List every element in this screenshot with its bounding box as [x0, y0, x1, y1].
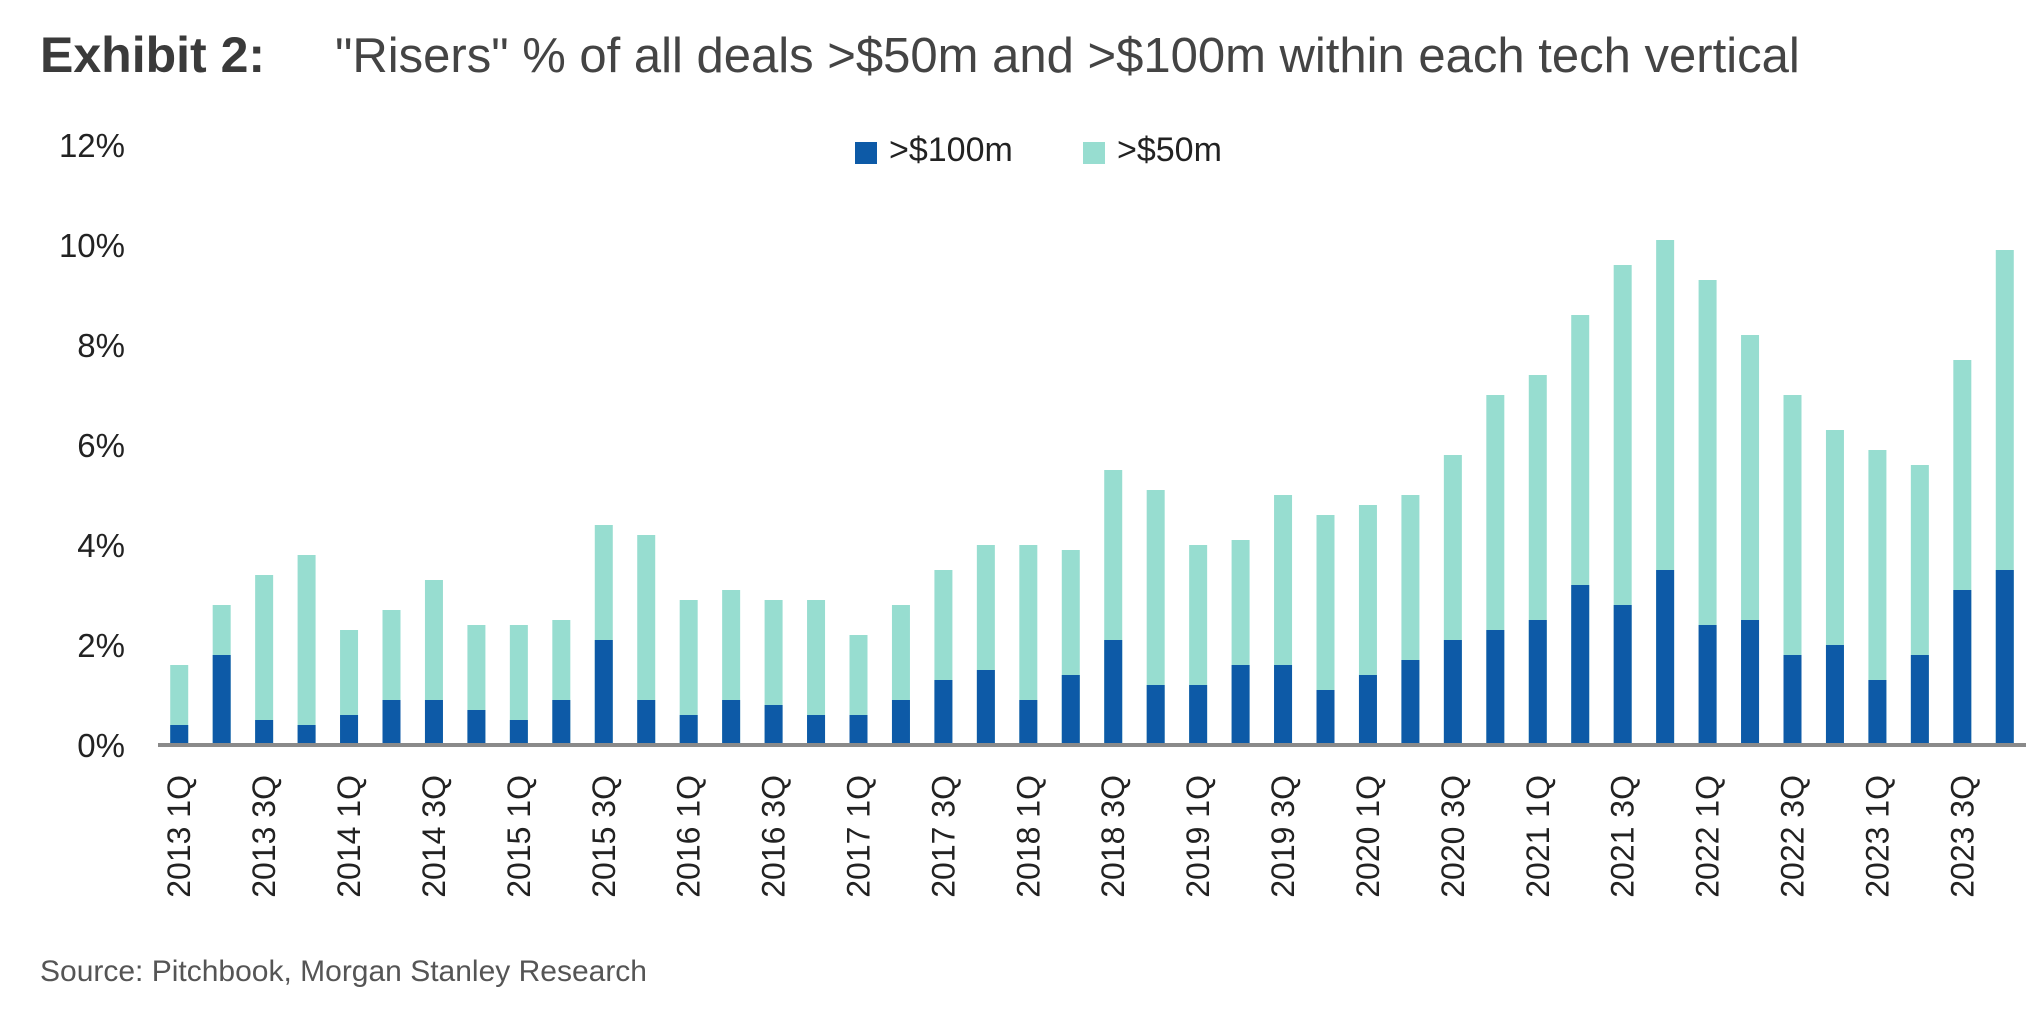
bar-100m [340, 715, 359, 745]
x-tick-label: 2014 1Q [331, 775, 367, 898]
legend-swatch-100m [855, 142, 877, 164]
bar-100m [1995, 570, 2014, 745]
bar-100m [1019, 700, 1038, 745]
x-tick-label: 2020 1Q [1350, 775, 1386, 898]
bar-100m [934, 680, 953, 745]
bar-50m [297, 555, 316, 745]
bar-100m [1571, 585, 1590, 745]
bar-100m [1443, 640, 1462, 745]
bar-100m [1528, 620, 1547, 745]
bar-100m [1486, 630, 1505, 745]
x-tick-label: 2020 3Q [1435, 775, 1471, 898]
bar-100m [1613, 605, 1632, 745]
x-tick-label: 2023 3Q [1944, 775, 1980, 898]
x-tick-label: 2021 3Q [1605, 775, 1641, 898]
bar-100m [1868, 680, 1887, 745]
bar-100m [976, 670, 995, 745]
bar-100m [764, 705, 783, 745]
bar-100m [637, 700, 656, 745]
bar-100m [509, 720, 528, 745]
bar-100m [552, 700, 571, 745]
bar-100m [1231, 665, 1250, 745]
x-tick-label: 2019 1Q [1180, 775, 1216, 898]
bar-100m [1358, 675, 1377, 745]
legend-label-50m: >$50m [1117, 131, 1222, 169]
x-tick-label: 2016 3Q [756, 775, 792, 898]
bar-100m [1061, 675, 1080, 745]
bar-100m [297, 725, 316, 745]
bar-100m [1274, 665, 1293, 745]
x-tick-label: 2013 1Q [161, 775, 197, 898]
bar-100m [424, 700, 443, 745]
x-tick-label: 2022 3Q [1775, 775, 1811, 898]
y-tick-label: 2% [77, 627, 125, 664]
bar-50m [679, 600, 698, 745]
bar-100m [891, 700, 910, 745]
x-tick-label: 2015 3Q [586, 775, 622, 898]
y-tick-label: 12% [59, 127, 125, 164]
source-note: Source: Pitchbook, Morgan Stanley Resear… [40, 955, 647, 988]
x-tick-label: 2021 1Q [1520, 775, 1556, 898]
x-tick-label: 2015 1Q [501, 775, 537, 898]
x-tick-label: 2017 1Q [841, 775, 877, 898]
bar-100m [807, 715, 826, 745]
chart-title: "Risers" % of all deals >$50m and >$100m… [335, 29, 1800, 83]
x-tick-label: 2022 1Q [1690, 775, 1726, 898]
bar-100m [1698, 625, 1717, 745]
legend-swatch-50m [1083, 142, 1105, 164]
bar-50m [1019, 545, 1038, 745]
bar-100m [170, 725, 189, 745]
bar-100m [1910, 655, 1929, 745]
bar-100m [255, 720, 274, 745]
y-tick-label: 4% [77, 527, 125, 564]
x-tick-label: 2014 3Q [416, 775, 452, 898]
bar-100m [382, 700, 401, 745]
x-tick-label: 2013 3Q [246, 775, 282, 898]
x-tick-label: 2023 1Q [1859, 775, 1895, 898]
bar-100m [1401, 660, 1420, 745]
bar-50m [255, 575, 274, 745]
bar-100m [849, 715, 868, 745]
x-tick-label: 2016 1Q [671, 775, 707, 898]
x-tick-label: 2019 3Q [1265, 775, 1301, 898]
bar-100m [467, 710, 486, 745]
x-tick-label: 2018 1Q [1010, 775, 1046, 898]
bar-100m [594, 640, 613, 745]
bar-100m [679, 715, 698, 745]
legend-label-100m: >$100m [889, 131, 1013, 169]
bar-50m [1316, 515, 1335, 745]
bar-100m [1741, 620, 1760, 745]
bar-50m [1868, 450, 1887, 745]
y-tick-label: 6% [77, 427, 125, 464]
bar-100m [1783, 655, 1802, 745]
bar-50m [637, 535, 656, 745]
bar-100m [722, 700, 741, 745]
bar-100m [1189, 685, 1208, 745]
bar-100m [212, 655, 231, 745]
y-tick-label: 8% [77, 327, 125, 364]
bar-100m [1825, 645, 1844, 745]
exhibit-label: Exhibit 2: [40, 27, 266, 83]
bar-50m [807, 600, 826, 745]
bar-100m [1104, 640, 1123, 745]
x-tick-label: 2017 3Q [925, 775, 961, 898]
bar-100m [1656, 570, 1675, 745]
bar-100m [1146, 685, 1165, 745]
bar-100m [1316, 690, 1335, 745]
bar-50m [509, 625, 528, 745]
y-tick-label: 10% [59, 227, 125, 264]
x-tick-label: 2018 3Q [1095, 775, 1131, 898]
bar-50m [1146, 490, 1165, 745]
y-tick-label: 0% [77, 727, 125, 764]
bar-100m [1953, 590, 1972, 745]
